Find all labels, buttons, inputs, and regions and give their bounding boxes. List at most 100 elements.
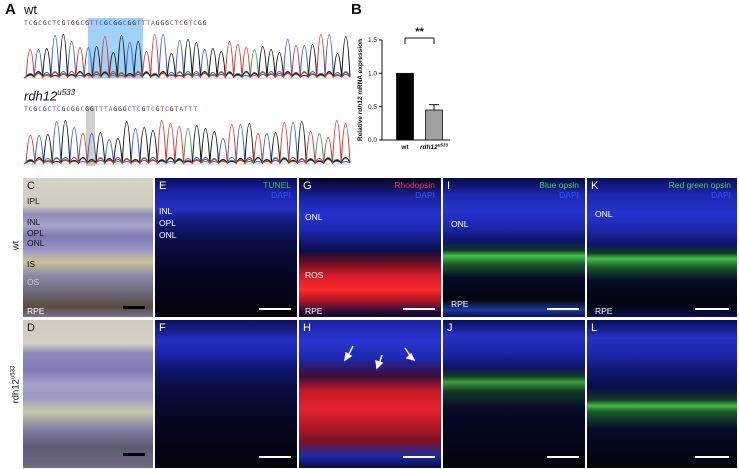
- sequence-base: G: [132, 20, 137, 27]
- mutant-trace: [23, 120, 351, 165]
- layer-onl: ONL: [159, 230, 177, 240]
- trace-c: [23, 121, 351, 165]
- panel-e-letter: E: [159, 180, 167, 192]
- y-tick-label: 1.0: [368, 71, 377, 78]
- sequence-base: G: [141, 106, 147, 113]
- scale-bar: [403, 308, 435, 310]
- layer-opl: OPL: [27, 228, 45, 238]
- sequence-base: C: [47, 20, 53, 27]
- row-label-mutant: rdh12u533: [10, 366, 22, 404]
- sequence-base: T: [160, 106, 166, 113]
- layer-onl: ONL: [27, 238, 45, 248]
- sequence-base: G: [42, 20, 48, 27]
- panel-l-letter: L: [591, 322, 598, 334]
- sequence-base: C: [127, 106, 133, 113]
- wt-label: wt: [24, 2, 37, 17]
- sequence-base: T: [103, 106, 109, 113]
- sequence-base: C: [28, 106, 34, 113]
- layer-os: OS: [27, 277, 40, 287]
- sequence-base: G: [42, 106, 48, 113]
- scale-bar: [259, 308, 291, 310]
- sequence-base: T: [193, 106, 199, 113]
- stain-dapi: DAPI: [271, 190, 291, 200]
- layer-ipl: IPL: [27, 196, 40, 206]
- sequence-base: T: [174, 106, 180, 113]
- stain-dapi: DAPI: [415, 190, 435, 200]
- sequence-base: G: [155, 106, 161, 113]
- layer-rpe: RPE: [27, 306, 45, 316]
- scale-bar: [695, 456, 729, 458]
- sequence-base: T: [141, 20, 147, 27]
- stain-rhodopsin: Rhodopsin: [394, 180, 435, 190]
- sequence-base: T: [89, 20, 95, 27]
- sequence-base: G: [71, 20, 76, 27]
- trace-g: [23, 120, 351, 165]
- sequence-base: G: [122, 106, 128, 113]
- panel-c-he-wt: C IPL INL OPL ONL IS OS RPE: [23, 178, 153, 317]
- layer-onl: ONL: [305, 212, 323, 222]
- panel-j-blue-opsin-mutant: J: [443, 320, 585, 468]
- sequence-base: C: [169, 20, 175, 27]
- sequence-base: G: [33, 20, 39, 27]
- layer-ros: ROS: [305, 270, 324, 280]
- sequence-base: C: [108, 20, 114, 27]
- y-tick-label: 0.0: [368, 137, 377, 144]
- layer-rpe: RPE: [595, 306, 613, 316]
- layer-opl: OPL: [159, 218, 177, 228]
- trace-g: [23, 34, 351, 79]
- panel-g-letter: G: [303, 180, 312, 192]
- panel-a-letter: A: [5, 1, 16, 18]
- layer-rpe: RPE: [451, 299, 469, 309]
- panel-h-rhodopsin-mutant: H: [299, 320, 441, 468]
- sequence-base: G: [61, 20, 67, 27]
- scale-bar: [403, 456, 435, 458]
- panel-h-letter: H: [303, 322, 311, 334]
- sequence-base: G: [118, 20, 123, 27]
- row-label-wt: wt: [10, 240, 22, 250]
- significance-label: **: [415, 26, 424, 38]
- mutant-sequence: TCGCGCTCGCGGCGGTTTAGGGCTCGTCGTCGTATTT: [24, 106, 198, 113]
- sequence-base: T: [24, 20, 29, 27]
- sequence-base: C: [80, 106, 86, 113]
- wt-chromatogram: wt TCGCGCTCGTGGCGTTCGCGGCGGTTTAGGGCTCGTC…: [22, 0, 352, 80]
- sequence-base: G: [113, 106, 119, 113]
- arrowhead-icon: [405, 352, 416, 362]
- arrowhead-icon: [375, 359, 384, 370]
- sequence-base: A: [150, 20, 156, 27]
- layer-onl: ONL: [451, 219, 469, 229]
- layer-onl: ONL: [595, 209, 613, 219]
- sequence-base: G: [183, 20, 189, 27]
- scale-bar: [547, 308, 579, 310]
- sequence-base: T: [132, 106, 137, 113]
- sequence-base: C: [66, 106, 72, 113]
- sequence-base: T: [52, 20, 57, 27]
- sequence-base: G: [155, 20, 161, 27]
- sequence-base: C: [165, 106, 170, 113]
- stain-dapi: DAPI: [559, 190, 579, 200]
- sequence-base: C: [28, 20, 34, 27]
- sequence-base: G: [127, 20, 133, 27]
- scale-bar: [123, 306, 145, 309]
- sequence-base: A: [108, 106, 114, 113]
- sequence-base: G: [165, 20, 170, 27]
- sequence-base: G: [118, 106, 123, 113]
- stain-dapi: DAPI: [711, 190, 731, 200]
- sequence-base: G: [33, 106, 39, 113]
- sequence-base: T: [146, 106, 151, 113]
- panel-f-tunel-mutant: F: [155, 320, 297, 468]
- sequence-base: C: [38, 106, 43, 113]
- panel-i-blue-opsin-wt: I Blue opsin DAPI ONL RPE: [443, 178, 585, 317]
- sequence-base: T: [136, 20, 142, 27]
- scale-bar: [695, 308, 729, 310]
- sequence-base: T: [66, 20, 72, 27]
- sequence-base: T: [24, 106, 29, 113]
- sequence-base: C: [38, 20, 43, 27]
- panel-c-letter: C: [27, 180, 35, 192]
- sequence-base: G: [75, 20, 81, 27]
- panel-e-tunel-wt: E TUNEL DAPI INL OPL ONL: [155, 178, 297, 317]
- sequence-base: T: [52, 106, 57, 113]
- sequence-base: C: [150, 106, 156, 113]
- stain-blue-opsin: Blue opsin: [539, 180, 579, 190]
- sequence-base: T: [188, 20, 194, 27]
- x-tick-label: wt: [400, 144, 409, 151]
